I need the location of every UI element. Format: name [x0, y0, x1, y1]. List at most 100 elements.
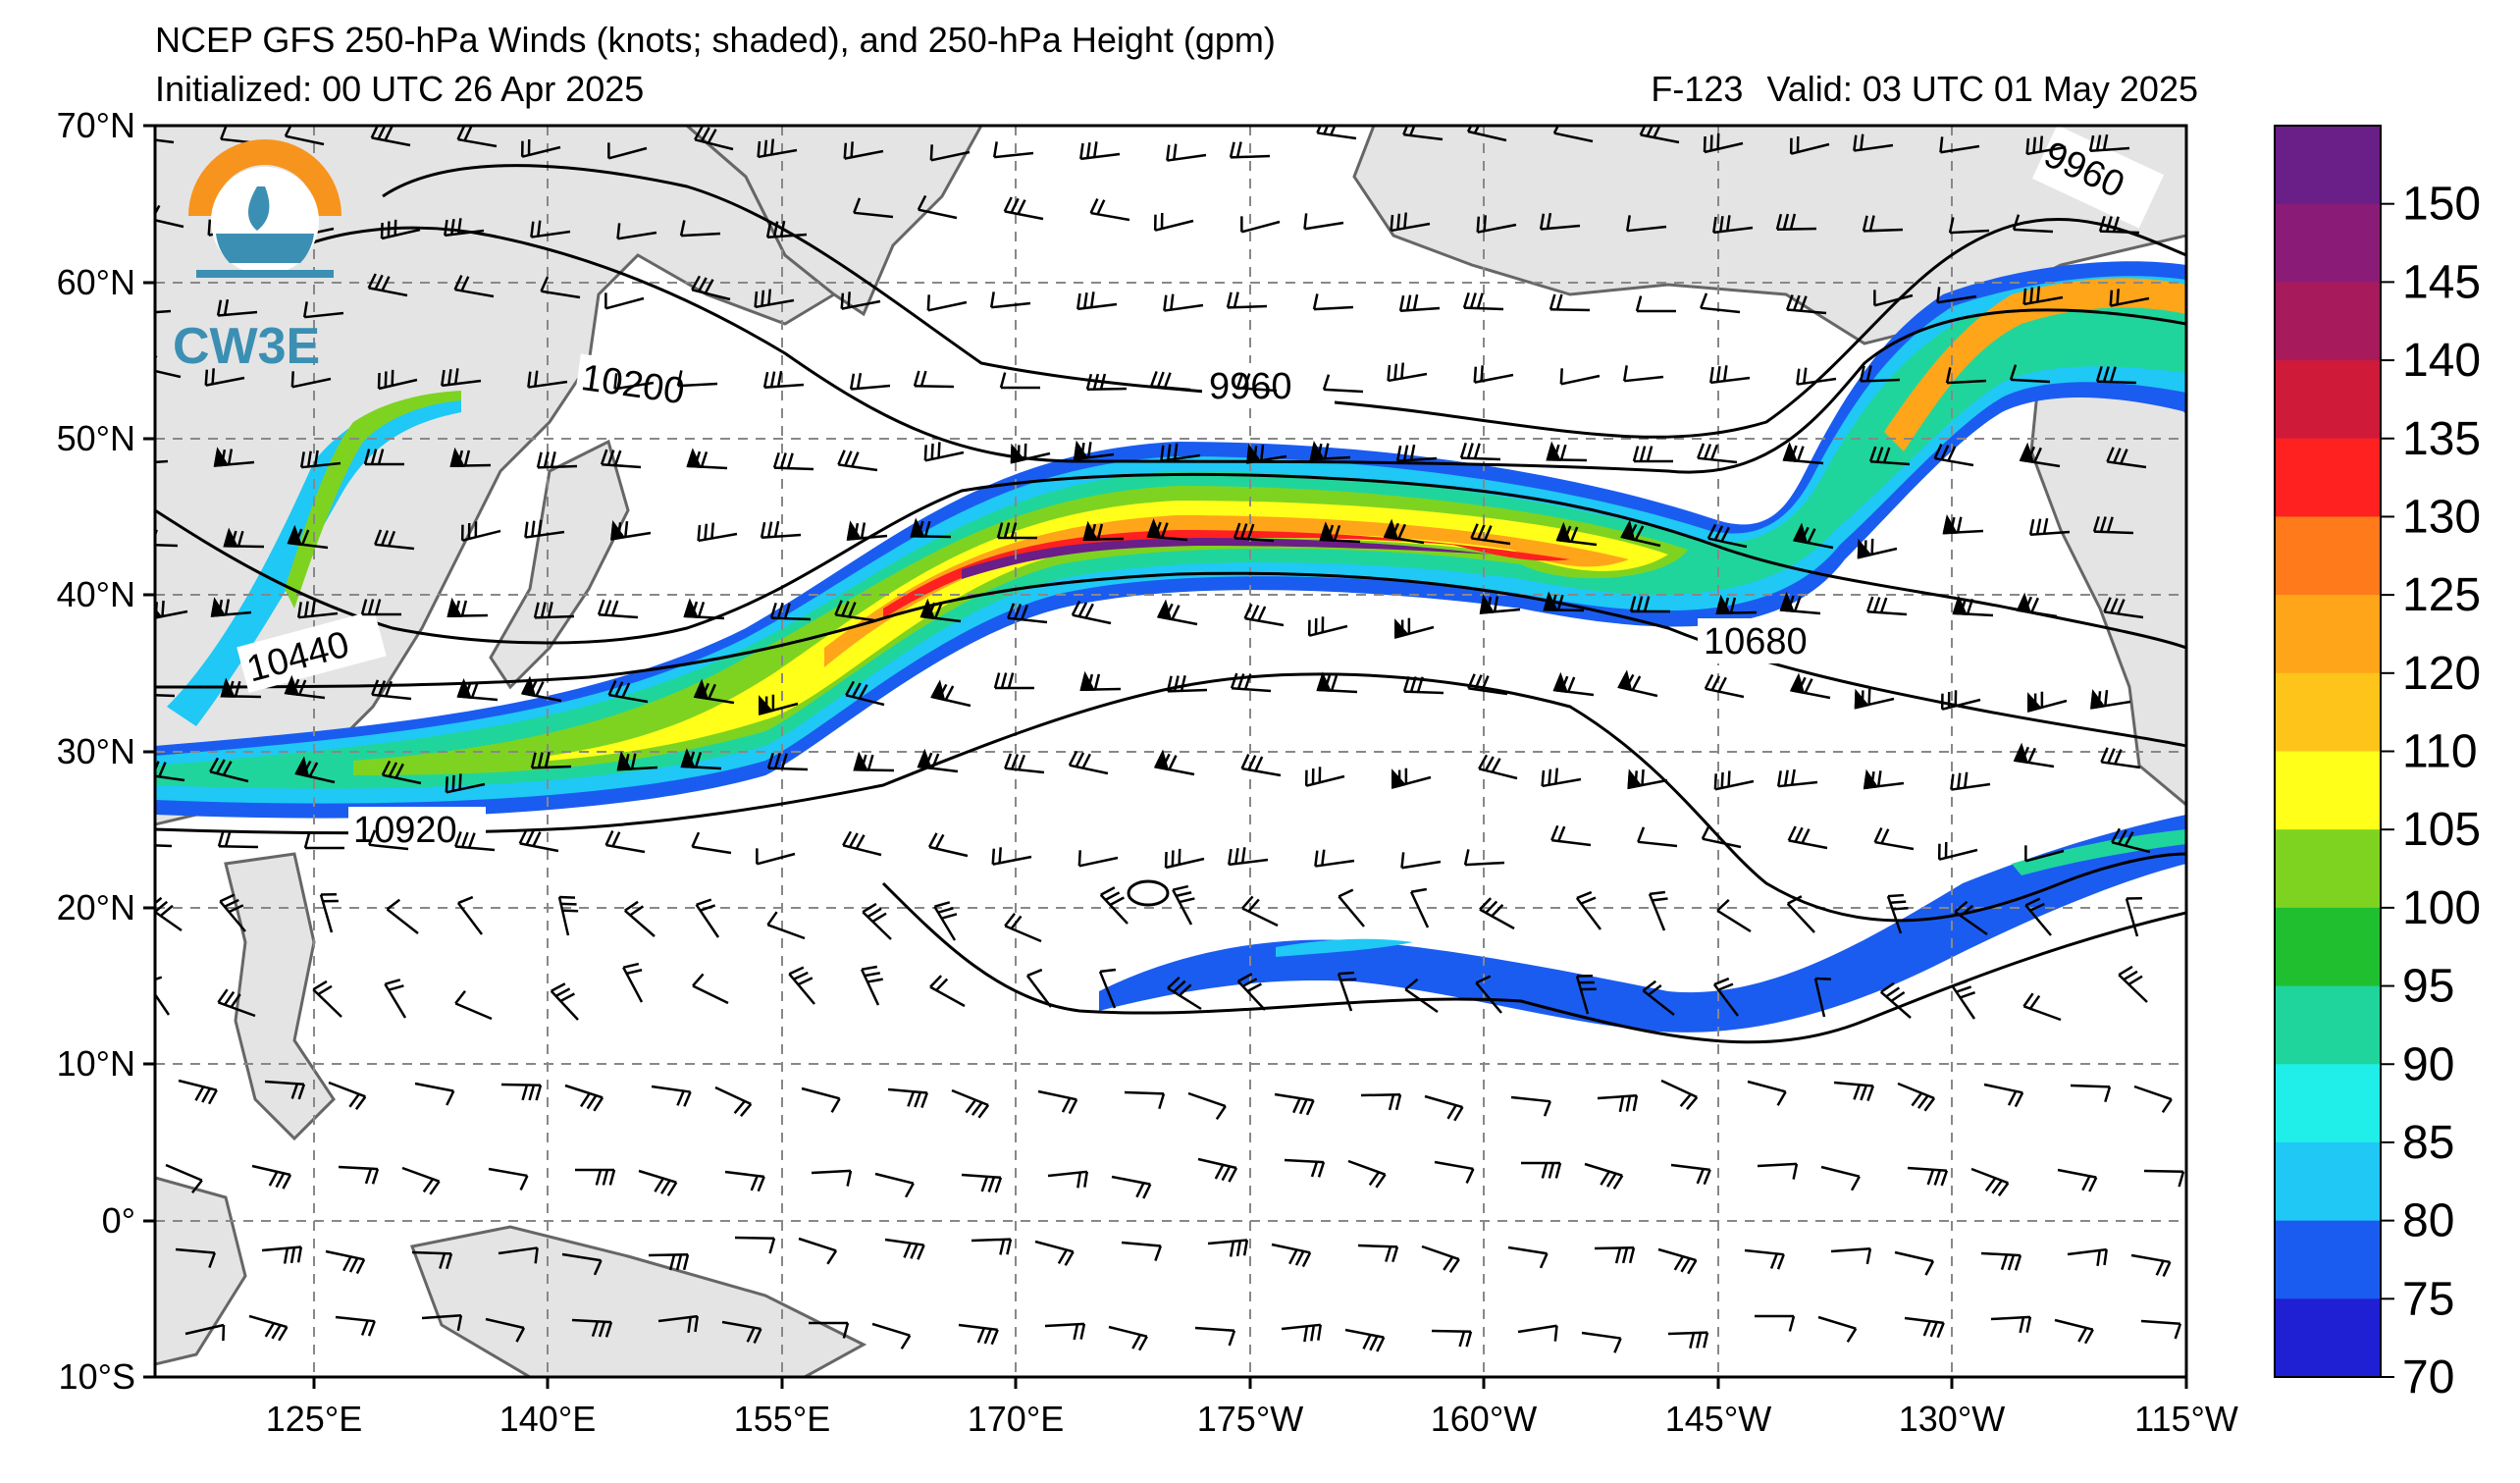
wind-barb-feather	[1465, 1168, 1475, 1184]
wind-barb-feather	[298, 679, 307, 696]
wind-barb-feather	[1549, 293, 1556, 310]
wind-barb-feather	[363, 449, 371, 465]
wind-barb-feather	[387, 530, 396, 547]
wind-barb	[617, 231, 657, 240]
wind-barb-feather	[2123, 970, 2138, 981]
wind-barb	[1479, 908, 1515, 930]
wind-barb-pennant	[2013, 742, 2029, 765]
wind-barb-feather	[1865, 1247, 1872, 1265]
wind-barb-feather	[2083, 1329, 2094, 1345]
wind-barb-feather	[733, 1100, 746, 1115]
wind-barb	[1317, 132, 1357, 140]
wind-barb-feather	[1782, 213, 1790, 230]
wind-barb-feather	[2025, 1316, 2032, 1333]
wind-barb	[1400, 306, 1441, 313]
wind-barb-feather	[2039, 135, 2044, 152]
wind-barb-feather	[1541, 769, 1546, 787]
wind-barb-feather	[700, 127, 710, 142]
wind-barb	[531, 230, 571, 238]
wind-barb-feather	[297, 1084, 306, 1100]
wind-barb-feather	[551, 982, 566, 992]
wind-barb-feather	[1314, 850, 1319, 867]
wind-barb-feather	[1725, 215, 1731, 232]
wind-barb-feather	[900, 1335, 912, 1350]
wind-barb	[378, 378, 418, 391]
wind-barb-feather	[1680, 1257, 1691, 1273]
wind-barb-feather	[460, 600, 468, 616]
wind-barb-feather	[1945, 367, 1952, 384]
wind-barb-feather	[1637, 826, 1646, 843]
wind-barb	[918, 208, 958, 220]
wind-barb-feather	[530, 752, 537, 768]
wind-barb	[1949, 229, 1990, 235]
wind-barb-feather	[700, 451, 709, 468]
wind-barb-feather	[2024, 897, 2041, 907]
wind-barb	[1434, 1160, 1474, 1171]
wind-barb	[1232, 686, 1272, 693]
wind-barb-feather	[278, 1326, 289, 1342]
colorbar-label: 135	[2402, 413, 2481, 465]
wind-barb-feather	[1646, 126, 1654, 137]
wind-barb-feather	[2103, 597, 2112, 612]
colorbar-band	[2275, 751, 2381, 830]
colorbar-band	[2275, 829, 2381, 909]
wind-barb	[1421, 1245, 1460, 1261]
wind-barb	[927, 300, 968, 312]
wind-barb-pennant	[2019, 442, 2035, 464]
wind-barb-feather	[1092, 373, 1100, 390]
wind-barb-feather	[797, 977, 814, 986]
wind-barb	[724, 1170, 764, 1179]
wind-barb-feather	[445, 776, 448, 793]
wind-barb-feather	[913, 370, 920, 387]
contour-label-9960-center: 9960	[1209, 366, 1292, 407]
wind-barb-feather	[429, 1180, 441, 1195]
wind-barb-feather	[534, 370, 539, 387]
wind-barb-feather	[451, 774, 455, 791]
wind-barb-feather	[1621, 1247, 1629, 1264]
wind-barb-feather	[1926, 1169, 1935, 1186]
wind-barb-feather	[554, 987, 571, 997]
wind-barb-feather	[1240, 847, 1246, 864]
wind-barb-feather	[977, 1104, 990, 1119]
wind-barb-feather	[2030, 597, 2039, 613]
wind-barb-feather	[920, 1092, 929, 1108]
wind-barb-pennant	[759, 695, 774, 715]
wind-barb	[454, 288, 495, 298]
wind-barb-feather	[1776, 770, 1782, 787]
wind-barb	[1627, 225, 1667, 233]
wind-barb-pennant	[1854, 688, 1869, 710]
colorbar-band	[2275, 126, 2381, 205]
wind-barb-pennant	[520, 675, 537, 698]
wind-barb-feather	[1600, 1170, 1610, 1186]
wind-barb	[1584, 1162, 1623, 1177]
wind-barb-feather	[348, 1257, 359, 1273]
wind-barb-feather	[368, 829, 377, 846]
wind-barb	[445, 229, 485, 238]
wind-barb-feather	[840, 292, 845, 309]
wind-barb-feather	[668, 1254, 676, 1271]
wind-barb	[521, 145, 561, 158]
colorbar-band	[2275, 595, 2381, 674]
wind-barb-feather	[704, 279, 714, 294]
wind-barb-feather	[1629, 596, 1637, 612]
lon-label-155e: 155°E	[734, 1399, 830, 1439]
wind-barb-feather	[145, 761, 151, 775]
wind-barb-feather	[1612, 1175, 1624, 1190]
wind-barb-feather	[772, 451, 780, 468]
wind-barb-feather	[1412, 293, 1419, 311]
wind-barb-feather	[862, 902, 877, 914]
wind-barb	[488, 1167, 528, 1178]
wind-barb-feather	[766, 521, 773, 538]
wind-barb-feather	[1173, 980, 1186, 993]
wind-barb-feather	[1873, 827, 1883, 843]
wind-barb-feather	[1470, 523, 1479, 539]
wind-barb-feather	[394, 763, 404, 779]
wind-barb-pennant	[610, 519, 626, 541]
wind-barb-feather	[1179, 983, 1192, 997]
wind-barb	[218, 845, 259, 849]
wind-barb-feather	[1555, 293, 1563, 310]
wind-barb-feather	[562, 909, 579, 913]
colorbar-label: 75	[2402, 1273, 2454, 1325]
wind-barb-feather	[772, 221, 779, 238]
wind-barb	[2054, 1318, 2094, 1331]
